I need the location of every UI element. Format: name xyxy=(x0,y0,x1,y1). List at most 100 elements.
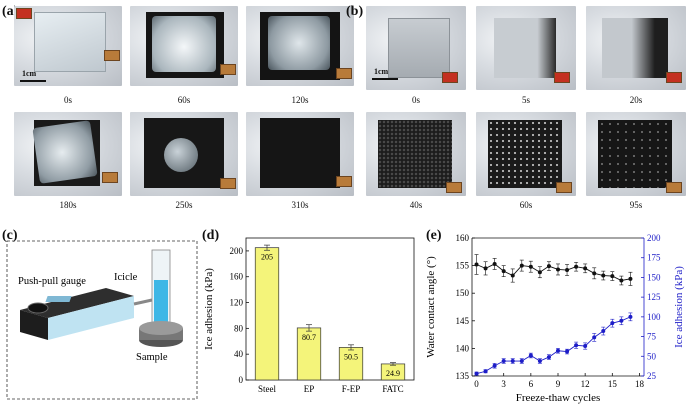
sample-plate xyxy=(494,18,556,78)
label-sample: Sample xyxy=(136,352,168,363)
electrode-clip xyxy=(442,72,458,83)
panel-label-b: (b) xyxy=(346,4,364,19)
photo-a-180s xyxy=(14,112,122,196)
panel-label-e: (e) xyxy=(426,228,442,243)
y-right-tick-label: 150 xyxy=(647,272,661,282)
time-label: 180s xyxy=(59,200,77,210)
photo-b-20s xyxy=(586,6,686,90)
panel-c-schematic: Push-pull gauge Icicle Sample xyxy=(6,240,198,400)
y-tick-label: 200 xyxy=(230,246,244,256)
chart-d-axes xyxy=(245,237,415,381)
electrode-clip xyxy=(556,182,572,193)
time-label: 0s xyxy=(63,95,72,105)
time-label: 95s xyxy=(629,200,643,210)
time-label: 250s xyxy=(175,200,193,210)
x-tick-label: 12 xyxy=(581,379,590,389)
y-left-tick-label: 145 xyxy=(456,316,470,326)
time-label: 310s xyxy=(291,200,309,210)
y-right-tick-label: 175 xyxy=(647,253,661,263)
ice-melt xyxy=(152,16,216,72)
x-tick-label: 15 xyxy=(608,379,618,389)
x-tick-label: 9 xyxy=(556,379,561,389)
time-label: 60s xyxy=(519,200,533,210)
x-tick-label: F-EP xyxy=(342,384,361,394)
data-point xyxy=(483,266,488,271)
data-point xyxy=(565,268,570,273)
data-point xyxy=(528,353,533,358)
photo-a-60s xyxy=(130,6,238,86)
data-point xyxy=(556,348,560,353)
data-point xyxy=(537,270,542,275)
data-point xyxy=(565,349,570,354)
electrode-clip xyxy=(336,68,352,79)
series-contact-angle-line xyxy=(476,263,631,281)
y-tick-label: 160 xyxy=(230,272,244,282)
scale-label: 1cm xyxy=(22,69,37,78)
label-icicle: Icicle xyxy=(114,272,138,283)
data-point xyxy=(574,343,579,348)
data-point xyxy=(537,359,542,364)
photo-b-40s xyxy=(366,112,466,196)
y-tick-label: 120 xyxy=(230,298,244,308)
x-tick-label: FATC xyxy=(382,384,403,394)
electrode-clip xyxy=(220,178,236,189)
x-tick-label: Steel xyxy=(258,384,276,394)
chart-d-ylabel: Ice adhesion (kPa) xyxy=(203,268,215,350)
scale-bar xyxy=(372,78,398,80)
data-point xyxy=(510,273,515,278)
x-tick-label: 3 xyxy=(501,379,506,389)
y-left-tick-label: 160 xyxy=(456,233,470,243)
photo-a-310s xyxy=(246,112,354,196)
photo-a-0s: 1cm xyxy=(14,6,122,86)
data-point xyxy=(601,329,606,334)
y-right-tick-label: 50 xyxy=(647,351,657,361)
time-label: 5s xyxy=(521,95,530,105)
x-tick-label: 6 xyxy=(529,379,534,389)
data-point xyxy=(583,344,588,349)
ice-melt xyxy=(164,138,198,172)
data-label: 24.9 xyxy=(386,369,400,378)
sample-plate xyxy=(488,120,562,188)
data-point xyxy=(628,276,633,281)
time-label: 0s xyxy=(411,95,420,105)
chart-e-ylabel-right: Ice adhesion (kPa) xyxy=(673,266,685,348)
data-point xyxy=(619,318,624,323)
chart-d-ticks: 0 40 80 120 160 200 Steel EP F-EP FATC xyxy=(230,246,404,394)
y-left-tick-label: 150 xyxy=(456,288,470,298)
icicle xyxy=(154,280,168,324)
scale-label: 1cm xyxy=(374,67,389,76)
ice-block xyxy=(260,118,340,188)
data-point xyxy=(501,359,506,364)
scale-bar xyxy=(20,80,46,82)
y-right-tick-label: 200 xyxy=(647,233,661,243)
photo-b-95s xyxy=(586,112,686,196)
y-tick-label: 40 xyxy=(234,349,244,359)
y-right-tick-label: 125 xyxy=(647,292,661,302)
electrode-clip xyxy=(666,72,682,83)
y-tick-label: 80 xyxy=(234,323,244,333)
gauge-rod xyxy=(133,298,153,306)
freeze-thaw-line-chart: 135 140 145 150 155 160 25 50 75 100 125 150 175 200 0… xyxy=(425,233,685,404)
x-tick-label: 18 xyxy=(635,379,645,389)
data-label: 50.5 xyxy=(344,352,358,361)
data-point xyxy=(492,261,497,266)
gauge-display xyxy=(45,296,72,302)
data-point xyxy=(592,335,597,340)
data-point xyxy=(510,359,515,364)
data-point xyxy=(483,369,488,374)
electrode-clip xyxy=(336,176,352,187)
chart-e-series xyxy=(474,254,633,376)
label-push-pull-gauge: Push-pull gauge xyxy=(18,276,86,287)
data-point xyxy=(556,267,560,272)
sample-stage-top xyxy=(139,321,183,335)
panel-label-c: (c) xyxy=(2,228,18,243)
gauge-side xyxy=(20,310,48,340)
gauge-dial xyxy=(27,302,49,314)
chart-e-axes: 135 140 145 150 155 160 25 50 75 100 125 150 175 200 0… xyxy=(456,233,662,389)
time-label: 20s xyxy=(629,95,643,105)
time-label: 60s xyxy=(177,95,191,105)
data-point xyxy=(501,269,506,274)
gauge-front xyxy=(48,296,134,340)
y-right-tick-label: 100 xyxy=(647,312,661,322)
electrode-clip xyxy=(104,50,120,61)
